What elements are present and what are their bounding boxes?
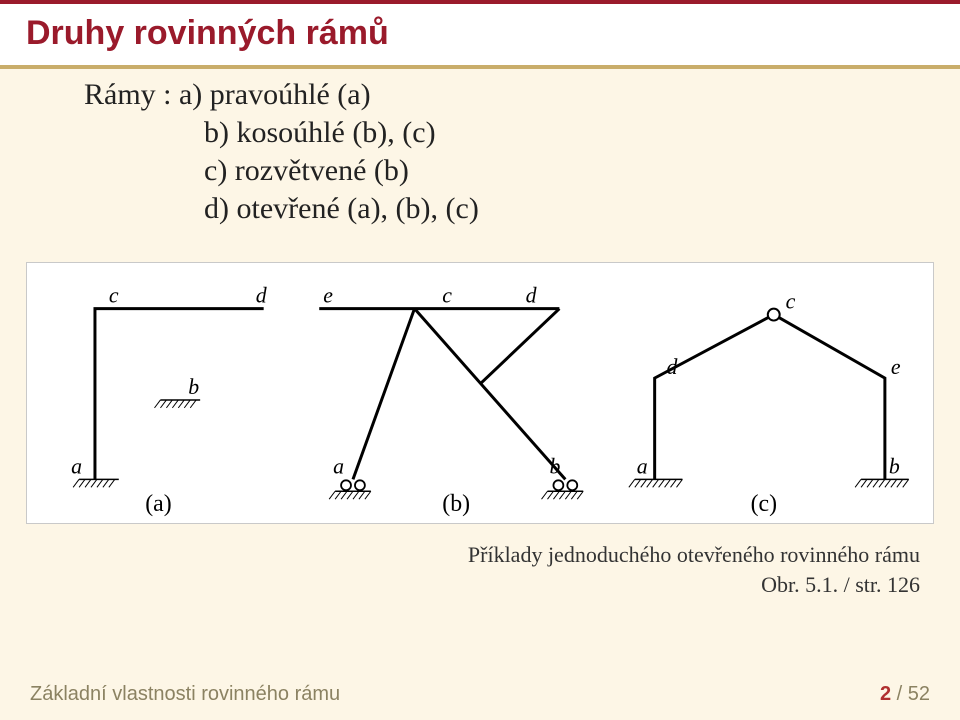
footer-page: 2 / 52 [880, 683, 930, 706]
svg-text:a: a [333, 454, 344, 478]
figure-caption: Příklady jednoduchého otevřeného rovinné… [0, 540, 920, 599]
line-1: Rámy : a) pravoúhlé (a) [84, 78, 910, 112]
svg-text:b: b [889, 454, 900, 478]
svg-text:a: a [637, 454, 648, 478]
title-bar: Druhy rovinných rámů [0, 0, 960, 69]
content-block: Rámy : a) pravoúhlé (a) b) kosoúhlé (b),… [50, 78, 910, 230]
svg-text:c: c [786, 290, 796, 314]
footer: Základní vlastnosti rovinného rámu 2 / 5… [30, 683, 930, 706]
svg-text:d: d [526, 284, 537, 308]
svg-text:(b): (b) [442, 491, 470, 517]
svg-text:c: c [109, 284, 119, 308]
svg-text:b: b [549, 454, 560, 478]
frames-diagram: a b c d (a) a b c d e (b) a b c d e (c) [27, 263, 933, 523]
line-3: c) rozvětvené (b) [204, 154, 910, 188]
page-title: Druhy rovinných rámů [26, 14, 934, 53]
line-2: b) kosoúhlé (b), (c) [204, 116, 910, 150]
footer-left: Základní vlastnosti rovinného rámu [30, 683, 340, 706]
page-total: 52 [908, 683, 930, 705]
svg-text:d: d [667, 355, 678, 379]
svg-text:d: d [256, 284, 267, 308]
svg-text:(a): (a) [145, 491, 171, 517]
line-4: d) otevřené (a), (b), (c) [204, 192, 910, 226]
svg-text:e: e [891, 355, 901, 379]
svg-text:a: a [71, 454, 82, 478]
caption-line-2: Obr. 5.1. / str. 126 [0, 570, 920, 600]
svg-text:c: c [442, 284, 452, 308]
svg-text:e: e [323, 284, 333, 308]
caption-line-1: Příklady jednoduchého otevřeného rovinné… [0, 540, 920, 570]
svg-text:(c): (c) [751, 491, 777, 517]
page-sep: / [891, 683, 908, 705]
page-current: 2 [880, 683, 891, 705]
figure-box: a b c d (a) a b c d e (b) a b c d e (c) [26, 262, 934, 524]
svg-text:b: b [188, 375, 199, 399]
